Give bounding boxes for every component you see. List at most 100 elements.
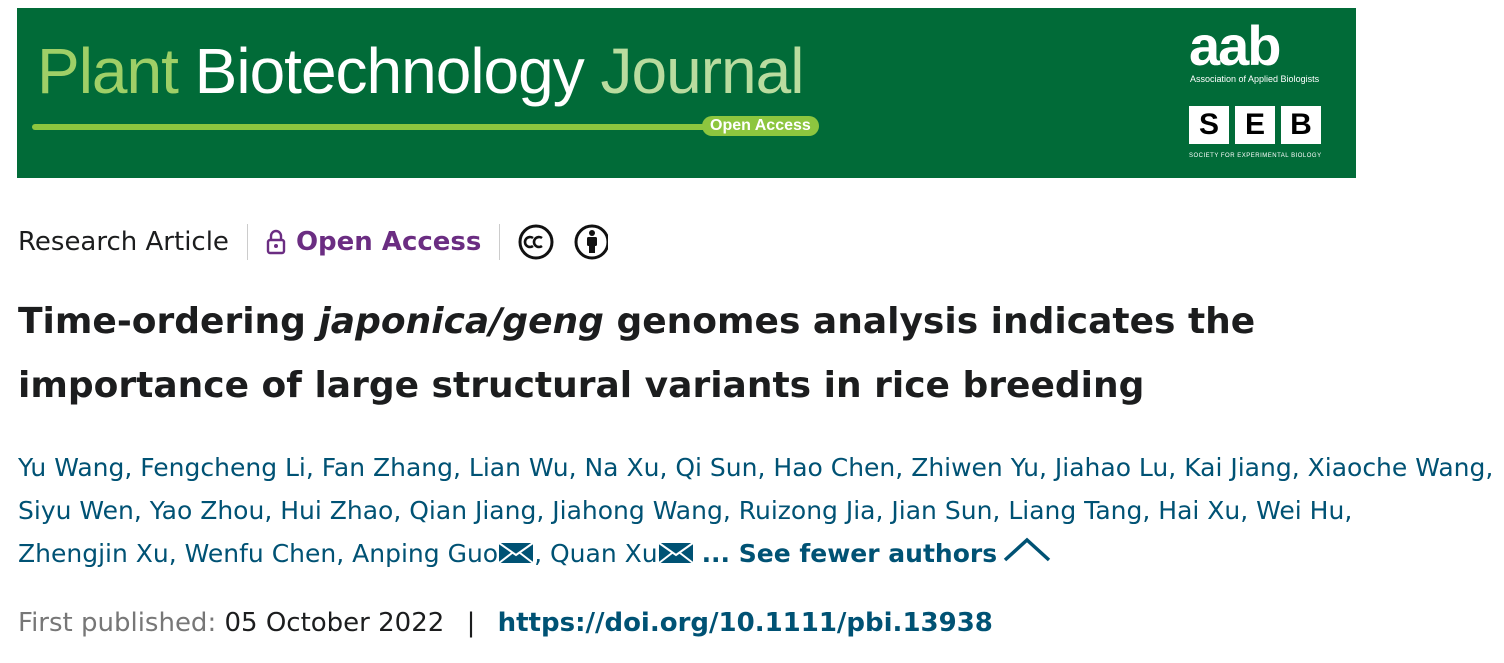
author: Yu Wang, (18, 453, 132, 482)
banner-rule (32, 124, 712, 130)
journal-title: Plant Biotechnology Journal (37, 34, 805, 108)
separator: , (757, 453, 766, 482)
journal-word: Journal (600, 35, 805, 107)
email-icon[interactable] (657, 541, 694, 565)
author: Kai Jiang, (1184, 453, 1299, 482)
divider (246, 224, 248, 260)
author-list: Yu Wang, Fengcheng Li, Fan Zhang, Lian W… (18, 446, 1498, 575)
author: Hui Zhao, (280, 496, 401, 525)
separator: , (659, 453, 668, 482)
author: Qi Sun, (675, 453, 765, 482)
aab-logo: aab (1189, 14, 1281, 77)
author-name[interactable]: Yao Zhou (149, 496, 265, 525)
author: Wei Hu, (1256, 496, 1352, 525)
seb-letter: E (1235, 106, 1275, 144)
title-text: genomes analysis indicates the importanc… (18, 301, 1256, 406)
author-name[interactable]: Qi Sun (675, 453, 758, 482)
author: Yao Zhou, (150, 496, 272, 525)
author-name[interactable]: Na Xu (584, 453, 660, 482)
license-icons[interactable] (518, 222, 609, 262)
author-name[interactable]: Siyu Wen (18, 496, 134, 525)
author-name[interactable]: Zhiwen Yu (911, 453, 1039, 482)
separator: , (168, 539, 177, 568)
author: Anping Guo, (352, 539, 542, 568)
article-title: Time-ordering japonica/geng genomes anal… (18, 290, 1438, 418)
separator: , (264, 496, 273, 525)
open-access: Open Access (266, 227, 481, 257)
doi-link[interactable]: https://doi.org/10.1111/pbi.13938 (497, 608, 993, 638)
open-access-label: Open Access (295, 227, 482, 257)
author-name[interactable]: Wei Hu (1256, 496, 1345, 525)
separator: , (1168, 453, 1177, 482)
journal-word: Plant (37, 35, 179, 107)
separator: , (336, 539, 345, 568)
author: Hai Xu, (1158, 496, 1248, 525)
lock-icon (266, 229, 286, 255)
author: Xiaoche Wang, (1308, 453, 1494, 482)
author-name[interactable]: Ruizong Jia (738, 496, 876, 525)
author: Zhengjin Xu, (18, 539, 177, 568)
separator: , (568, 453, 577, 482)
author: Siyu Wen, (18, 496, 142, 525)
author-name[interactable]: Zhengjin Xu (18, 539, 169, 568)
separator: , (393, 496, 402, 525)
author-name[interactable]: Hao Chen (773, 453, 896, 482)
divider (499, 224, 501, 260)
email-icon[interactable] (498, 541, 534, 565)
author-name[interactable]: Qian Jiang (409, 496, 537, 525)
separator: , (1038, 453, 1047, 482)
separator: , (124, 453, 133, 482)
aab-name: Association of Applied Biologists (1190, 74, 1320, 84)
journal-word: Biotechnology (194, 35, 585, 107)
author-name[interactable]: Jiahong Wang (552, 496, 723, 525)
published-label: First published: (18, 608, 217, 638)
title-italic: japonica/geng (318, 301, 604, 342)
open-access-badge: Open Access (702, 116, 819, 136)
author-name[interactable]: Lian Wu (468, 453, 569, 482)
author: Ruizong Jia, (739, 496, 884, 525)
seb-letter: B (1281, 106, 1321, 144)
author: Na Xu, (584, 453, 667, 482)
author-name[interactable]: Wenfu Chen (184, 539, 337, 568)
author-name[interactable]: Quan Xu (550, 539, 658, 568)
separator: , (536, 496, 545, 525)
author-name[interactable]: Yu Wang (18, 453, 125, 482)
seb-letter: S (1189, 106, 1229, 144)
author-name[interactable]: Xiaoche Wang (1307, 453, 1486, 482)
journal-banner: Plant Biotechnology Journal Open Access … (17, 8, 1356, 178)
separator: , (453, 453, 461, 482)
published-date: 05 October 2022 (224, 608, 445, 638)
author-name[interactable]: Fan Zhang (321, 453, 453, 482)
author: Lian Wu, (469, 453, 577, 482)
author: Liang Tang, (1008, 496, 1150, 525)
author-toggle[interactable]: ... See fewer authors (701, 539, 998, 568)
author-name[interactable]: Liang Tang (1008, 496, 1143, 525)
author: Jiahao Lu, (1055, 453, 1176, 482)
author-name[interactable]: Anping Guo (352, 539, 499, 568)
divider: | (466, 608, 476, 638)
author-name[interactable]: Hai Xu (1158, 496, 1241, 525)
separator: , (534, 539, 543, 568)
separator: , (1240, 496, 1249, 525)
author: Qian Jiang, (409, 496, 544, 525)
separator: , (1344, 496, 1353, 525)
separator: , (895, 453, 904, 482)
separator: , (1291, 453, 1300, 482)
author: Fengcheng Li, (140, 453, 314, 482)
author: Fan Zhang, (322, 453, 461, 482)
author: Wenfu Chen, (185, 539, 345, 568)
author-name[interactable]: Jian Sun (891, 496, 993, 525)
author-name[interactable]: Hui Zhao (280, 496, 394, 525)
article-meta: Research Article Open Access (18, 222, 609, 262)
title-text: Time-ordering (18, 301, 319, 342)
collapse-icon[interactable] (997, 536, 1057, 562)
author: Zhiwen Yu, (911, 453, 1047, 482)
author: Jiahong Wang, (552, 496, 731, 525)
separator: , (1485, 453, 1494, 482)
author-name[interactable]: Fengcheng Li (140, 453, 306, 482)
author-name[interactable]: Kai Jiang (1184, 453, 1292, 482)
separator: , (305, 453, 314, 482)
author-name[interactable]: Jiahao Lu (1054, 453, 1169, 482)
